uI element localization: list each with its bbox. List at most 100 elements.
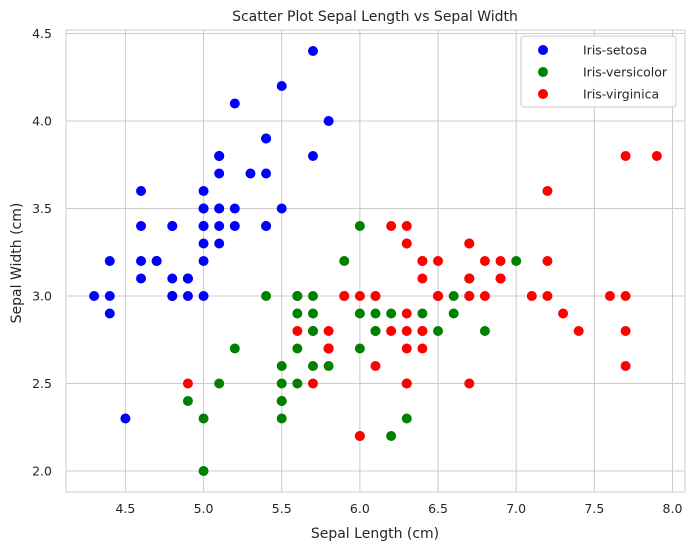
data-point xyxy=(433,256,444,266)
y-tick-label: 3.0 xyxy=(32,289,52,304)
data-point xyxy=(401,343,412,354)
data-point xyxy=(354,221,365,231)
x-tick-label: 7.5 xyxy=(584,501,604,516)
data-point xyxy=(261,168,272,179)
data-point xyxy=(261,133,272,144)
data-point xyxy=(245,168,256,179)
data-point xyxy=(370,308,381,319)
data-point xyxy=(620,291,631,301)
data-point xyxy=(276,396,287,406)
data-point xyxy=(214,168,225,179)
y-tick-labels: 2.0 2.5 3.0 3.5 4.0 4.5 xyxy=(32,26,52,479)
series-iris-virginica xyxy=(182,151,662,441)
data-point xyxy=(401,308,412,319)
data-point xyxy=(417,343,428,354)
data-point xyxy=(261,221,272,231)
data-point xyxy=(401,378,412,389)
data-point xyxy=(198,291,209,301)
legend-label: Iris-setosa xyxy=(583,43,647,58)
data-point xyxy=(323,326,334,336)
data-point xyxy=(276,203,287,214)
data-point xyxy=(307,326,318,336)
data-point xyxy=(354,308,365,319)
data-point xyxy=(182,396,193,406)
data-point xyxy=(464,273,475,284)
data-point xyxy=(354,291,365,301)
data-point xyxy=(370,361,381,371)
data-point xyxy=(354,343,365,354)
data-point xyxy=(370,326,381,336)
data-point xyxy=(198,203,209,214)
data-point xyxy=(604,291,615,301)
legend-marker xyxy=(538,67,548,77)
data-point xyxy=(292,308,303,319)
data-point xyxy=(386,308,397,319)
x-axis-label: Sepal Length (cm) xyxy=(311,526,439,542)
data-point xyxy=(136,186,147,196)
data-point xyxy=(307,291,318,301)
data-point xyxy=(167,273,178,284)
legend-marker xyxy=(538,45,548,55)
data-point xyxy=(323,361,334,371)
data-point xyxy=(386,221,397,231)
y-tick-label: 3.5 xyxy=(32,201,52,216)
data-point xyxy=(354,431,365,441)
legend: Iris-setosa Iris-versicolor Iris-virginica xyxy=(520,35,677,108)
data-point xyxy=(167,291,178,301)
data-point xyxy=(417,256,428,266)
data-point xyxy=(307,151,318,161)
data-point xyxy=(401,326,412,336)
data-point xyxy=(198,466,209,476)
data-point xyxy=(448,308,459,319)
data-point xyxy=(464,378,475,389)
chart-title: Scatter Plot Sepal Length vs Sepal Width xyxy=(232,9,518,25)
data-point xyxy=(89,291,100,301)
data-point xyxy=(620,326,631,336)
data-point xyxy=(620,361,631,371)
data-point xyxy=(167,221,178,231)
data-point xyxy=(198,256,209,266)
data-point xyxy=(292,378,303,389)
data-point xyxy=(104,256,115,266)
data-point xyxy=(479,291,490,301)
data-point xyxy=(182,378,193,389)
data-point xyxy=(229,98,240,109)
x-tick-label: 4.5 xyxy=(115,501,135,516)
data-point xyxy=(214,203,225,214)
data-point xyxy=(182,291,193,301)
data-point xyxy=(511,256,522,266)
data-point xyxy=(558,308,569,319)
data-point xyxy=(573,326,584,336)
data-point xyxy=(417,308,428,319)
data-point xyxy=(401,238,412,249)
data-point xyxy=(104,291,115,301)
data-point xyxy=(542,291,553,301)
y-axis-label: Sepal Width (cm) xyxy=(9,203,25,324)
legend-box xyxy=(520,35,677,108)
x-tick-label: 8.0 xyxy=(663,501,683,516)
legend-label: Iris-virginica xyxy=(583,87,659,102)
data-point xyxy=(651,151,662,161)
data-point xyxy=(198,221,209,231)
data-point xyxy=(136,256,147,266)
data-point xyxy=(370,291,381,301)
data-point xyxy=(136,273,147,284)
x-tick-label: 6.0 xyxy=(350,501,370,516)
data-point xyxy=(276,361,287,371)
data-point xyxy=(307,378,318,389)
data-point xyxy=(229,221,240,231)
data-point xyxy=(276,413,287,424)
data-point xyxy=(339,291,350,301)
data-point xyxy=(417,273,428,284)
legend-items: Iris-setosa Iris-versicolor Iris-virginica xyxy=(538,43,668,102)
data-point xyxy=(401,413,412,424)
y-tick-label: 4.0 xyxy=(32,114,52,129)
data-point xyxy=(323,116,334,126)
y-tick-label: 2.5 xyxy=(32,376,52,391)
data-point xyxy=(386,431,397,441)
data-point xyxy=(542,186,553,196)
y-tick-label: 2.0 xyxy=(32,464,52,479)
data-point xyxy=(292,326,303,336)
series-iris-setosa xyxy=(89,46,334,424)
